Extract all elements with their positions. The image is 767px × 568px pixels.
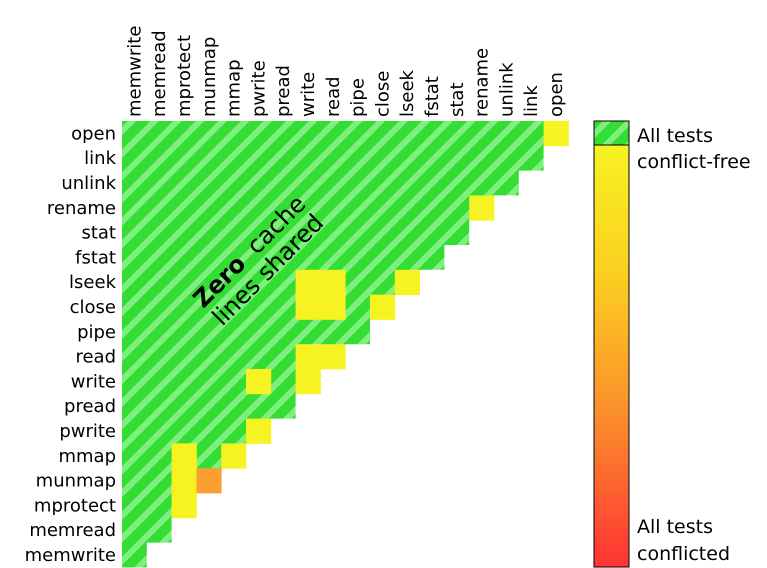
legend-top-label-2: conflict-free — [637, 151, 751, 173]
column-label-write: write — [298, 72, 319, 117]
row-label-rename: rename — [47, 198, 116, 219]
heatmap-cell-read-write — [295, 344, 321, 370]
column-label-pread: pread — [273, 65, 294, 117]
column-labels: memwrite memread mprotect munmap mmap pwrite p… — [124, 26, 567, 117]
column-label-link: link — [521, 85, 542, 117]
heatmap-cell-close-close — [370, 294, 396, 320]
heatmap-cell-pwrite-pwrite — [246, 418, 272, 444]
heatmap-cell-mmap-mmap — [221, 443, 247, 469]
column-label-memread: memread — [149, 30, 170, 117]
row-labels: open link unlink rename stat fstat lseek close p… — [25, 123, 117, 566]
column-label-pwrite: pwrite — [248, 60, 269, 117]
column-label-memwrite: memwrite — [124, 26, 145, 117]
row-label-link: link — [84, 148, 116, 169]
heatmap-cell-lseek-lseek — [394, 269, 420, 295]
heatmap-cell-munmap-munmap — [196, 468, 222, 494]
row-label-lseek: lseek — [69, 272, 117, 293]
row-label-mprotect: mprotect — [34, 495, 116, 516]
heatmap-cell-mprotect-mprotect — [171, 493, 197, 519]
column-label-mprotect: mprotect — [174, 35, 195, 117]
heatmap-cell-close-read — [320, 294, 346, 320]
column-label-mmap: mmap — [224, 59, 245, 117]
row-label-stat: stat — [81, 223, 116, 244]
legend-top-label-1: All tests — [637, 125, 713, 147]
heatmap-cell-close-write — [295, 294, 321, 320]
row-label-unlink: unlink — [61, 173, 116, 194]
column-label-lseek: lseek — [397, 69, 418, 117]
row-label-mmap: mmap — [58, 446, 116, 467]
row-label-memread: memread — [29, 520, 116, 541]
column-label-close: close — [372, 71, 393, 117]
legend-bottom-label-1: All tests — [637, 516, 713, 538]
column-label-unlink: unlink — [496, 62, 517, 117]
heatmap-cell-write-pwrite — [246, 369, 272, 395]
legend-bottom-label-2: conflicted — [637, 543, 730, 565]
column-label-read: read — [323, 76, 344, 117]
column-label-rename: rename — [472, 48, 493, 117]
legend-gradient-bar — [593, 144, 630, 568]
column-label-stat: stat — [447, 82, 468, 117]
column-label-pipe: pipe — [348, 78, 369, 117]
heatmap-cell-open-open — [543, 121, 569, 147]
row-label-memwrite: memwrite — [25, 545, 116, 566]
heatmap-cell-read-read — [320, 344, 346, 370]
column-label-fstat: fstat — [422, 76, 443, 117]
column-label-open: open — [546, 72, 567, 117]
row-label-open: open — [71, 123, 116, 144]
row-label-pwrite: pwrite — [59, 421, 116, 442]
heatmap-cell-lseek-write — [295, 269, 321, 295]
row-label-write: write — [71, 371, 116, 392]
heatmap-cell-lseek-read — [320, 269, 346, 295]
row-label-fstat: fstat — [75, 247, 116, 268]
heatmap-cell-write-write — [295, 369, 321, 395]
heatmap-cell-mmap-mprotect — [171, 443, 197, 469]
color-legend: All tests conflict-free All tests confli… — [593, 120, 751, 568]
column-label-munmap: munmap — [199, 37, 220, 117]
heatmap-cells — [122, 121, 569, 568]
row-label-read: read — [75, 347, 116, 368]
row-label-close: close — [70, 297, 116, 318]
heatmap-cell-munmap-mprotect — [171, 468, 197, 494]
row-label-pipe: pipe — [77, 322, 116, 343]
heatmap-cell-rename-rename — [469, 195, 495, 221]
legend-conflict-free-swatch — [593, 120, 630, 146]
row-label-munmap: munmap — [36, 471, 116, 492]
row-label-pread: pread — [64, 396, 116, 417]
